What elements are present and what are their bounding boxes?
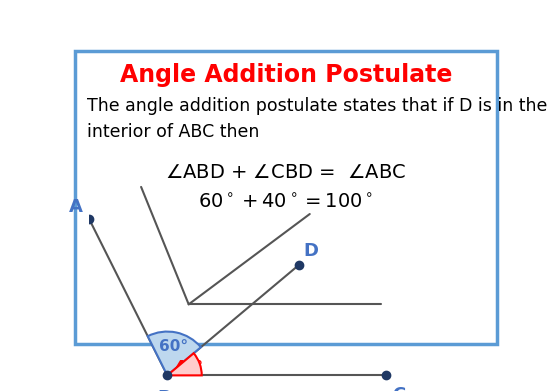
Text: Angle Addition Postulate: Angle Addition Postulate	[120, 63, 452, 88]
Text: $60^\circ + 40^\circ = 100^\circ$: $60^\circ + 40^\circ = 100^\circ$	[199, 193, 373, 212]
Text: 60°: 60°	[159, 339, 188, 354]
Text: The angle addition postulate states that if D is in the
interior of ABC then: The angle addition postulate states that…	[87, 97, 547, 141]
Text: $\angle$ABD + $\angle$CBD =  $\angle$ABC: $\angle$ABD + $\angle$CBD = $\angle$ABC	[165, 163, 407, 182]
Text: A: A	[69, 198, 83, 216]
Text: C: C	[392, 386, 406, 391]
Text: 40°: 40°	[174, 360, 203, 375]
Wedge shape	[167, 353, 202, 375]
Text: D: D	[304, 242, 319, 260]
Wedge shape	[148, 332, 201, 375]
Text: B: B	[157, 389, 171, 391]
